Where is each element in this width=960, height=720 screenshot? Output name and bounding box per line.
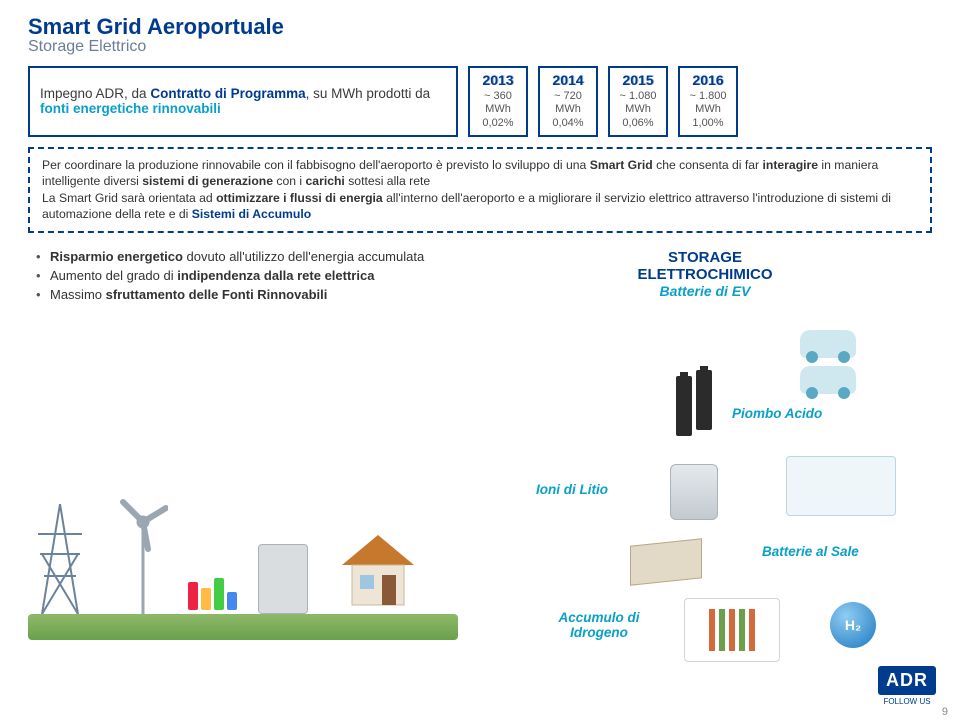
d-l2a: La Smart Grid sarà orientata ad: [42, 191, 216, 205]
storage-litio-label: Ioni di Litio: [536, 482, 608, 497]
year-2016: 2016 ~ 1.800 MWh 1,00%: [678, 66, 738, 137]
yr-unit: MWh: [625, 103, 651, 115]
ev-car-icon: [800, 330, 856, 358]
storage-sale-label: Batterie al Sale: [762, 544, 859, 559]
b1a: Risparmio energetico: [50, 249, 183, 264]
bullets-row: Risparmio energetico dovuto all'utilizzo…: [28, 249, 932, 306]
pylon-icon: [32, 504, 88, 614]
yr-val: ~ 360: [484, 90, 512, 102]
yr-unit: MWh: [485, 103, 511, 115]
year-2013: 2013 ~ 360 MWh 0,02%: [468, 66, 528, 137]
lithium-icon: [670, 464, 718, 520]
follow-us-label: FOLLOW US: [878, 697, 936, 706]
d-l2b: ottimizzare i flussi di energia: [216, 191, 383, 205]
yr-unit: MWh: [695, 103, 721, 115]
server-icon: [258, 544, 308, 614]
commit-prefix: Impegno ADR, da: [40, 86, 150, 101]
yr-pct: 1,00%: [692, 117, 723, 129]
yr-label: 2013: [472, 72, 524, 90]
ev-car-icon: [800, 366, 856, 394]
b2a: Aumento del grado di: [50, 268, 177, 283]
footer-logo: ADR FOLLOW US: [878, 666, 936, 706]
page-number: 9: [942, 706, 948, 718]
bullet-3: Massimo sfruttamento delle Fonti Rinnova…: [36, 287, 458, 302]
bullet-1: Risparmio energetico dovuto all'utilizzo…: [36, 249, 458, 264]
lithium-module-icon: [786, 456, 896, 516]
commit-mid: , su MWh prodotti da: [306, 86, 431, 101]
page-subtitle: Storage Elettrico: [28, 38, 932, 56]
lead-acid-icon: [676, 376, 692, 436]
b3b: sfruttamento delle Fonti Rinnovabili: [106, 287, 328, 302]
storage-title2: ELETTROCHIMICO: [478, 266, 932, 283]
d-l1g: con i: [273, 174, 306, 188]
electrolyzer-icon: [684, 598, 780, 662]
commitment-box: Impegno ADR, da Contratto di Programma, …: [28, 66, 458, 137]
d-l1c: che consenta di far: [653, 158, 763, 172]
commit-blue: Contratto di Programma: [150, 86, 305, 101]
yr-val: ~ 1.800: [689, 90, 726, 102]
year-2014: 2014 ~ 720 MWh 0,04%: [538, 66, 598, 137]
yr-pct: 0,02%: [482, 117, 513, 129]
salt-battery-icon: [630, 538, 702, 586]
h2-icon: H₂: [830, 602, 876, 648]
yr-pct: 0,04%: [552, 117, 583, 129]
yr-pct: 0,06%: [622, 117, 653, 129]
diagram-ground: [28, 614, 458, 640]
d-l1i: sottesi alla rete: [345, 174, 430, 188]
yr-label: 2015: [612, 72, 664, 90]
storage-header: STORAGE ELETTROCHIMICO Batterie di EV: [478, 249, 932, 306]
d-l1f: sistemi di generazione: [142, 174, 273, 188]
page-title: Smart Grid Aeroportuale: [28, 14, 932, 40]
d-l1d: interagire: [763, 158, 819, 172]
b2b: indipendenza dalla rete elettrica: [177, 268, 374, 283]
house-icon: [338, 529, 418, 614]
yr-label: 2014: [542, 72, 594, 90]
commit-cyan: fonti energetiche rinnovabili: [40, 101, 221, 116]
wind-turbine-icon: [118, 494, 168, 614]
storage-ev-label: Batterie di EV: [478, 283, 932, 299]
yr-val: ~ 720: [554, 90, 582, 102]
header-row: Impegno ADR, da Contratto di Programma, …: [28, 66, 932, 137]
battery-set-icon: [188, 578, 237, 610]
year-2015: 2015 ~ 1.080 MWh 0,06%: [608, 66, 668, 137]
d-l1b: Smart Grid: [590, 158, 653, 172]
storage-piombo-label: Piombo Acido: [732, 406, 822, 421]
yr-label: 2016: [682, 72, 734, 90]
d-l1h: carichi: [306, 174, 345, 188]
d-l2d: Sistemi di Accumulo: [192, 207, 311, 221]
storage-area: Piombo Acido Ioni di Litio Batterie al S…: [500, 348, 920, 668]
b1b: dovuto all'utilizzo dell'energia accumul…: [183, 249, 424, 264]
d-l1a: Per coordinare la produzione rinnovabile…: [42, 158, 590, 172]
grid-diagram: [28, 440, 458, 640]
bullet-list: Risparmio energetico dovuto all'utilizzo…: [28, 249, 458, 306]
storage-h2-label: Accumulo di Idrogeno: [544, 610, 654, 640]
yr-val: ~ 1.080: [619, 90, 656, 102]
lead-acid-icon: [696, 370, 712, 430]
yr-unit: MWh: [555, 103, 581, 115]
bullet-2: Aumento del grado di indipendenza dalla …: [36, 268, 458, 283]
b3a: Massimo: [50, 287, 106, 302]
dashed-description: Per coordinare la produzione rinnovabile…: [28, 147, 932, 233]
adr-logo: ADR: [878, 666, 936, 695]
storage-title1: STORAGE: [478, 249, 932, 266]
